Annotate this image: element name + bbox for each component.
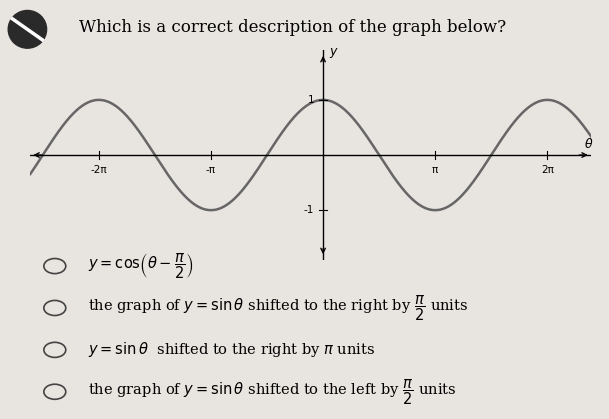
Text: -π: -π — [206, 165, 216, 175]
Text: π: π — [432, 165, 438, 175]
Text: 2π: 2π — [541, 165, 554, 175]
Text: Which is a correct description of the graph below?: Which is a correct description of the gr… — [79, 19, 506, 36]
Text: $y = \sin\theta$  shifted to the right by $\pi$ units: $y = \sin\theta$ shifted to the right by… — [88, 340, 375, 360]
Text: θ: θ — [585, 138, 593, 151]
Text: 1: 1 — [308, 95, 314, 105]
Text: the graph of $y = \sin\theta$ shifted to the left by $\dfrac{\pi}{2}$ units: the graph of $y = \sin\theta$ shifted to… — [88, 377, 457, 406]
Text: -1: -1 — [304, 205, 314, 215]
Text: the graph of $y = \sin\theta$ shifted to the right by $\dfrac{\pi}{2}$ units: the graph of $y = \sin\theta$ shifted to… — [88, 293, 468, 323]
Text: $y = \cos\!\left(\theta - \dfrac{\pi}{2}\right)$: $y = \cos\!\left(\theta - \dfrac{\pi}{2}… — [88, 251, 194, 281]
Circle shape — [8, 10, 46, 48]
Text: y: y — [329, 45, 337, 58]
Text: -2π: -2π — [91, 165, 107, 175]
